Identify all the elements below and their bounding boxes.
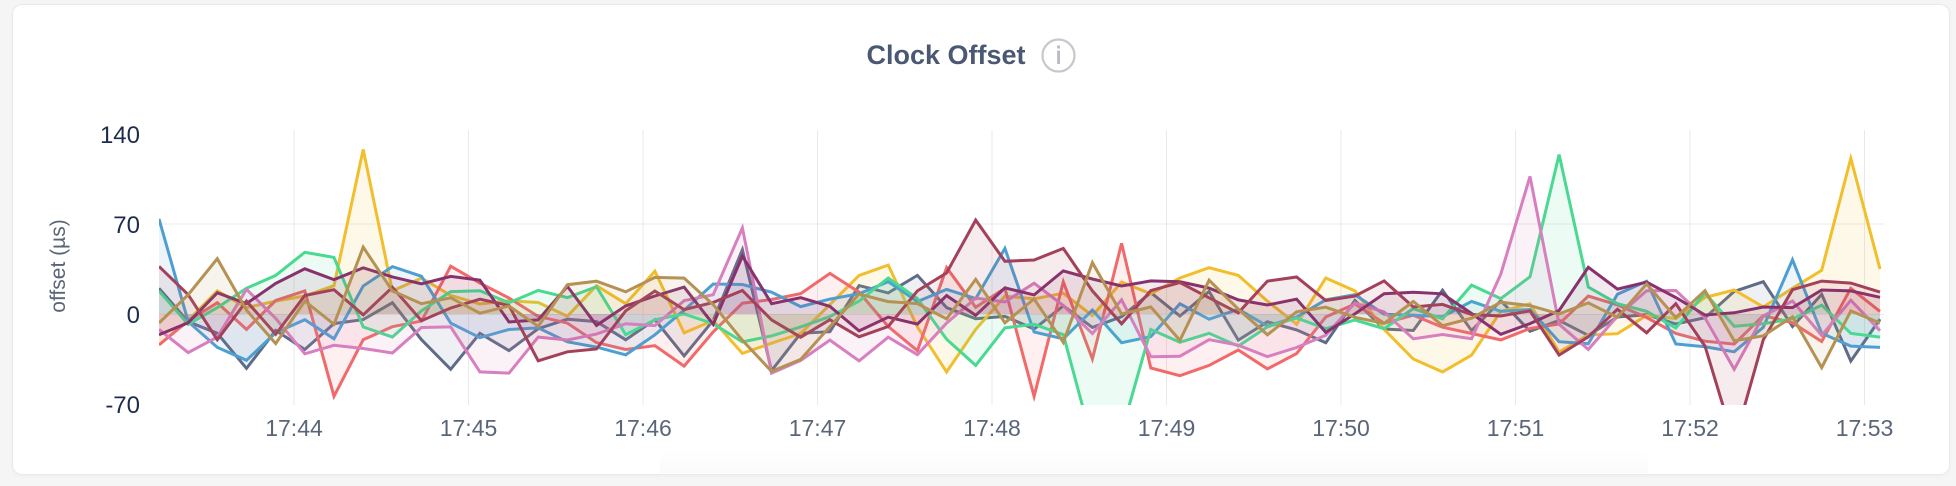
svg-text:17:45: 17:45 <box>440 415 498 441</box>
svg-text:17:51: 17:51 <box>1487 415 1545 441</box>
svg-text:offset (µs): offset (µs) <box>47 219 70 312</box>
svg-text:17:48: 17:48 <box>963 415 1021 441</box>
svg-text:17:53: 17:53 <box>1836 415 1894 441</box>
svg-text:-70: -70 <box>105 392 140 419</box>
svg-text:140: 140 <box>100 122 140 149</box>
svg-text:17:47: 17:47 <box>789 415 847 441</box>
svg-text:17:44: 17:44 <box>265 415 323 441</box>
svg-text:17:46: 17:46 <box>614 415 672 441</box>
svg-text:17:52: 17:52 <box>1661 415 1719 441</box>
svg-text:17:50: 17:50 <box>1312 415 1370 441</box>
svg-text:70: 70 <box>113 212 140 239</box>
svg-text:0: 0 <box>127 302 140 329</box>
svg-text:17:49: 17:49 <box>1138 415 1196 441</box>
